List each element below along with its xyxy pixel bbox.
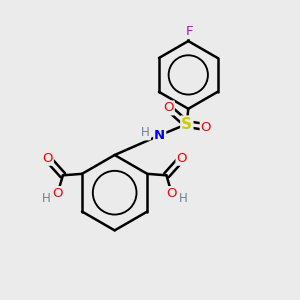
Text: S: S [181,117,192,132]
Text: H: H [42,192,51,206]
Text: O: O [176,152,187,165]
Text: O: O [201,121,211,134]
Text: O: O [163,101,174,114]
Text: H: H [141,126,150,140]
Text: O: O [42,152,53,165]
Text: O: O [52,187,63,200]
Text: H: H [178,192,187,206]
Text: F: F [186,25,194,38]
Text: O: O [167,187,177,200]
Text: N: N [154,129,165,142]
